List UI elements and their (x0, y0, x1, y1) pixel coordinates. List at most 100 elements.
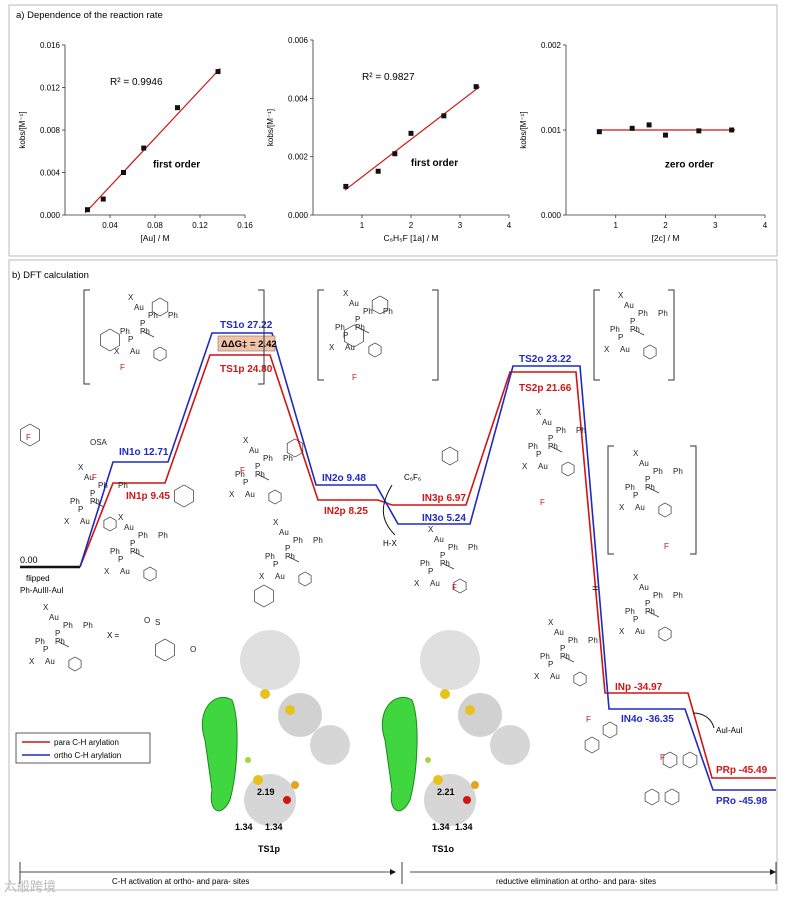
ts1o-caption: TS1o (432, 844, 455, 854)
ring (368, 342, 382, 358)
atom-ph: Ph (588, 636, 598, 645)
x-tick-label: 3 (713, 221, 718, 230)
atom-x: X (64, 517, 70, 526)
atom-au: Au (639, 583, 649, 592)
energy-profile (20, 332, 776, 791)
auau-arrow (692, 712, 715, 729)
bond (561, 655, 575, 663)
atom-p: P (243, 478, 248, 487)
atom-ph: Ph (645, 607, 655, 616)
r-squared: R² = 0.9827 (362, 72, 415, 83)
ring (561, 461, 575, 477)
atom-p: P (633, 491, 638, 500)
atom-ph: Ph (90, 497, 100, 506)
x-tick-label: 0.04 (102, 221, 118, 230)
atom-ph: Ph (285, 552, 295, 561)
bond (91, 500, 105, 508)
atom-ph: Ph (440, 559, 450, 568)
ring (453, 578, 467, 594)
data-point (473, 84, 479, 90)
data-point (646, 122, 652, 128)
atom-p: P (560, 644, 565, 653)
atom-ph: Ph (630, 325, 640, 334)
bond-b3: 1.34 (455, 822, 473, 832)
x-tick-label: 1 (614, 221, 619, 230)
atom-p: P (548, 434, 553, 443)
atom-f: F (452, 583, 457, 592)
atom-f: F (352, 373, 357, 382)
atom-ph: Ph (673, 467, 683, 476)
atom-au: Au (49, 613, 59, 622)
atom-ph: Ph (148, 311, 158, 320)
atom-p: P (118, 555, 123, 564)
ring (298, 571, 312, 587)
x-tick-label: 0.12 (192, 221, 208, 230)
y-tick-label: 0.016 (40, 41, 61, 50)
atom-f: F (540, 498, 545, 507)
ddg-box (217, 335, 276, 352)
ring (286, 438, 304, 458)
ring (664, 788, 680, 806)
x-axis-label: [Au] / M (140, 233, 169, 243)
atom-ph: Ph (263, 454, 273, 463)
atom-ph: Ph (383, 307, 393, 316)
order-annotation: zero order (665, 159, 714, 170)
atom-p: P (618, 333, 623, 342)
x-tick-label: 4 (507, 221, 512, 230)
atom-x: X (548, 618, 554, 627)
atom-ph: Ph (420, 559, 430, 568)
atom-p: P (273, 560, 278, 569)
atom-au: Au (84, 473, 94, 482)
atom-ph: Ph (625, 607, 635, 616)
atom-au: Au (620, 345, 630, 354)
atom-p: P (130, 539, 135, 548)
atom-x: X (619, 627, 625, 636)
atom-p: P (355, 315, 360, 324)
ts1o-render (381, 630, 530, 826)
atom-x: X (619, 503, 625, 512)
ring (441, 446, 459, 466)
atom-ph: Ph (55, 637, 65, 646)
atom-s: S (155, 618, 160, 627)
atom-x: X (243, 436, 249, 445)
x-tick-label: 3 (458, 221, 463, 230)
energy-in4o: IN4o -36.35 (621, 714, 674, 725)
atom-p: P (630, 317, 635, 326)
y-tick-label: 0.001 (541, 126, 562, 135)
c6f6-label: C₆F₆ (404, 473, 421, 482)
atom-au: Au (635, 503, 645, 512)
atom-au: Au (550, 672, 560, 681)
ring (100, 328, 120, 352)
atom-au: Au (279, 528, 289, 537)
y-axis-label: kobs/[M⁻¹] (18, 111, 27, 148)
atom-ph: Ph (548, 442, 558, 451)
atom-ph: Ph (235, 470, 245, 479)
atom-x: X (414, 579, 420, 588)
x-tick-label: 4 (763, 221, 768, 230)
energy-in1o: IN1o 12.71 (119, 447, 169, 458)
atom-ph: Ph (625, 483, 635, 492)
atom-ph: Ph (168, 311, 178, 320)
y-axis-label: kobs/[M⁻¹] (266, 109, 275, 146)
bond (631, 328, 645, 336)
atom-ph: Ph (110, 547, 120, 556)
atom-x: X (273, 518, 279, 527)
atom-ph: Ph (70, 497, 80, 506)
x-tick-label: 1 (360, 221, 365, 230)
atom-f: F (240, 466, 245, 475)
ts1p-render (201, 630, 350, 826)
otsa-label: OSA (90, 438, 108, 447)
y-tick-label: 0.004 (288, 94, 309, 103)
atom-f: F (26, 433, 31, 442)
bond (141, 330, 155, 338)
energy-pro: PRo -45.98 (716, 796, 768, 807)
x-axis-label: [2c] / M (652, 233, 680, 243)
atom-f: F (120, 363, 125, 372)
atom-x: X (104, 567, 110, 576)
data-point (596, 129, 602, 135)
axis-break: = (592, 583, 598, 595)
y-tick-label: 0.000 (288, 211, 309, 220)
ring (68, 656, 82, 672)
atom-ph: Ph (265, 552, 275, 561)
